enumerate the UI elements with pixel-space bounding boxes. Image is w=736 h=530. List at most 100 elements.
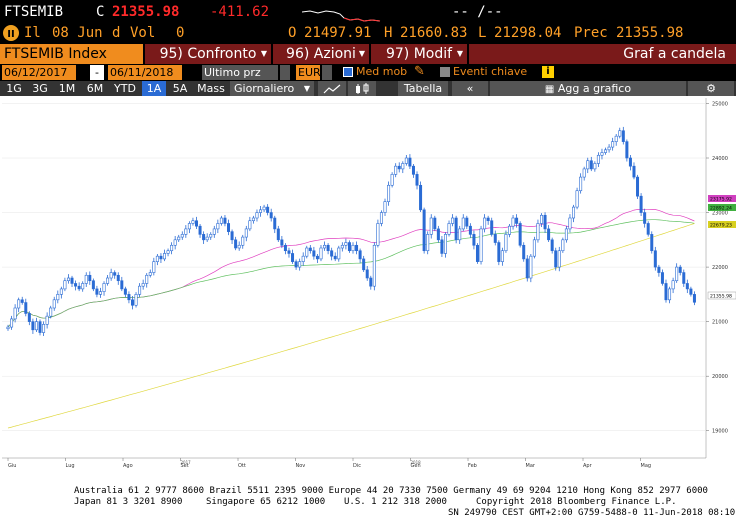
y-tick-label: 22000 bbox=[712, 265, 728, 271]
candle-body bbox=[522, 244, 526, 260]
footer-contacts: Australia 61 2 9777 8600 Brazil 5511 239… bbox=[74, 486, 708, 496]
x-tick-label: Apr bbox=[583, 463, 593, 469]
flag-label: Il bbox=[24, 25, 41, 41]
footer-singapore: Singapore 65 6212 1000 bbox=[206, 497, 326, 507]
candle-body bbox=[639, 195, 643, 213]
x-tick-label: Nov bbox=[296, 463, 306, 469]
candle-body bbox=[113, 272, 117, 276]
candle-body bbox=[461, 217, 465, 230]
end-date-input[interactable]: 06/11/2018 bbox=[108, 65, 182, 80]
y-tick-label: 21000 bbox=[712, 320, 728, 326]
candle-body bbox=[483, 217, 487, 230]
chart-add-icon: ▦ bbox=[544, 84, 555, 95]
candle-body bbox=[660, 272, 664, 284]
candle-body bbox=[269, 212, 273, 219]
candle-body bbox=[650, 234, 654, 252]
confronto-button[interactable]: 95) Confronto ▼ bbox=[145, 44, 271, 64]
price-type-select[interactable]: Ultimo prz bbox=[202, 65, 278, 80]
range-1d-button[interactable]: 1G bbox=[6, 82, 22, 95]
range-1y-button[interactable]: 1A bbox=[142, 81, 166, 96]
candle-body bbox=[10, 318, 14, 328]
line-chart-icon[interactable] bbox=[318, 81, 346, 96]
currency-dropdown-icon[interactable] bbox=[322, 65, 332, 80]
candle-body bbox=[582, 168, 586, 178]
candle-body bbox=[56, 294, 60, 301]
range-3d-button[interactable]: 3G bbox=[32, 82, 48, 95]
candle-body bbox=[589, 160, 593, 170]
candle-body bbox=[579, 176, 583, 192]
candle-body bbox=[636, 176, 640, 197]
range-6m-button[interactable]: 6M bbox=[86, 82, 104, 95]
candle-body bbox=[152, 261, 156, 273]
settings-gear-icon[interactable]: ⚙ bbox=[688, 81, 734, 96]
candle-body bbox=[77, 285, 81, 290]
candle-body bbox=[486, 217, 490, 222]
candle-body bbox=[333, 255, 337, 260]
footer-copyright: Copyright 2018 Bloomberg Finance L.P. bbox=[476, 497, 677, 507]
candle-body bbox=[120, 280, 124, 290]
price-label-text: 22679.23 bbox=[710, 223, 732, 229]
candle-body bbox=[95, 288, 99, 295]
change-value: -411.62 bbox=[210, 4, 270, 20]
candle-body bbox=[6, 326, 10, 330]
candle-body bbox=[379, 212, 383, 224]
candle-body bbox=[283, 244, 287, 252]
bloomberg-logo-icon[interactable]: II bbox=[2, 24, 20, 46]
candle-body bbox=[511, 217, 515, 227]
range-1m-button[interactable]: 1M bbox=[58, 82, 76, 95]
pencil-icon[interactable]: ✎ bbox=[414, 64, 425, 79]
x-axis: Giu Lug Ago Set Ott Nov Dic Gen Feb Mar Apr Mag 2017… bbox=[7, 458, 651, 469]
candle-body bbox=[468, 225, 472, 235]
candle-body bbox=[205, 236, 209, 241]
period-select[interactable]: Giornaliero ▼ bbox=[230, 81, 314, 96]
modif-button[interactable]: 97) Modif ▼ bbox=[371, 44, 467, 64]
candle-body bbox=[187, 223, 191, 230]
open-value: 21497.91 bbox=[304, 25, 372, 41]
candle-body bbox=[532, 239, 536, 257]
candle-body bbox=[568, 217, 572, 230]
candle-body bbox=[319, 247, 323, 260]
x-tick-label: Dic bbox=[353, 463, 361, 469]
price-label-text: 21355.98 bbox=[710, 294, 732, 300]
collapse-chevron-icon[interactable]: « bbox=[452, 81, 488, 96]
eventi-label: Eventi chiave bbox=[453, 65, 528, 78]
med-mob-checkbox[interactable] bbox=[343, 67, 353, 77]
candle-body bbox=[241, 236, 245, 246]
candle-body bbox=[490, 220, 494, 235]
med-mob-label: Med mob bbox=[356, 65, 408, 78]
candle-body bbox=[604, 149, 608, 153]
candle-body bbox=[27, 313, 31, 322]
candle-chart-icon[interactable]: ▼ bbox=[348, 81, 376, 109]
chart-type-title: Graf a candela bbox=[469, 44, 736, 64]
candle-body bbox=[66, 277, 70, 282]
range-max-button[interactable]: Mass bbox=[197, 82, 225, 95]
add-to-chart-button[interactable]: ▦ Agg a grafico bbox=[490, 81, 686, 96]
dropdown-arrow-icon: ▼ bbox=[358, 49, 365, 58]
azioni-button[interactable]: 96) Azioni ▼ bbox=[273, 44, 369, 64]
ohlc-line: II Il 08 Jun d Vol 0 O 21497.91 H 21660.… bbox=[0, 24, 736, 44]
range-5y-button[interactable]: 5A bbox=[172, 82, 188, 95]
candle-body bbox=[106, 277, 110, 284]
security-field[interactable]: FTSEMIB Index bbox=[0, 44, 143, 64]
candle-body bbox=[88, 274, 92, 282]
tabella-button[interactable]: Tabella bbox=[398, 81, 448, 96]
high-label: H bbox=[384, 25, 393, 41]
candle-body bbox=[561, 239, 565, 252]
candlestick-chart[interactable]: 25000 24000 23000 22000 21000 20000 19000 Giu L… bbox=[0, 96, 736, 470]
currency-select[interactable]: EUR bbox=[296, 65, 321, 80]
range-ytd-button[interactable]: YTD bbox=[114, 82, 136, 95]
info-icon[interactable]: i bbox=[542, 66, 554, 78]
low-value: 21298.04 bbox=[494, 25, 562, 41]
candle-body bbox=[273, 217, 277, 230]
candle-body bbox=[689, 288, 693, 295]
candle-body bbox=[315, 255, 319, 260]
candle-body bbox=[593, 163, 597, 170]
candle-body bbox=[227, 223, 231, 232]
candle-body bbox=[625, 141, 629, 159]
y-tick-label: 20000 bbox=[712, 374, 728, 380]
price-type-dropdown-icon[interactable] bbox=[280, 65, 290, 80]
start-date-input[interactable]: 06/12/2017 bbox=[2, 65, 76, 80]
eventi-checkbox[interactable] bbox=[440, 67, 450, 77]
candle-body bbox=[155, 255, 159, 262]
candle-body bbox=[362, 258, 366, 271]
